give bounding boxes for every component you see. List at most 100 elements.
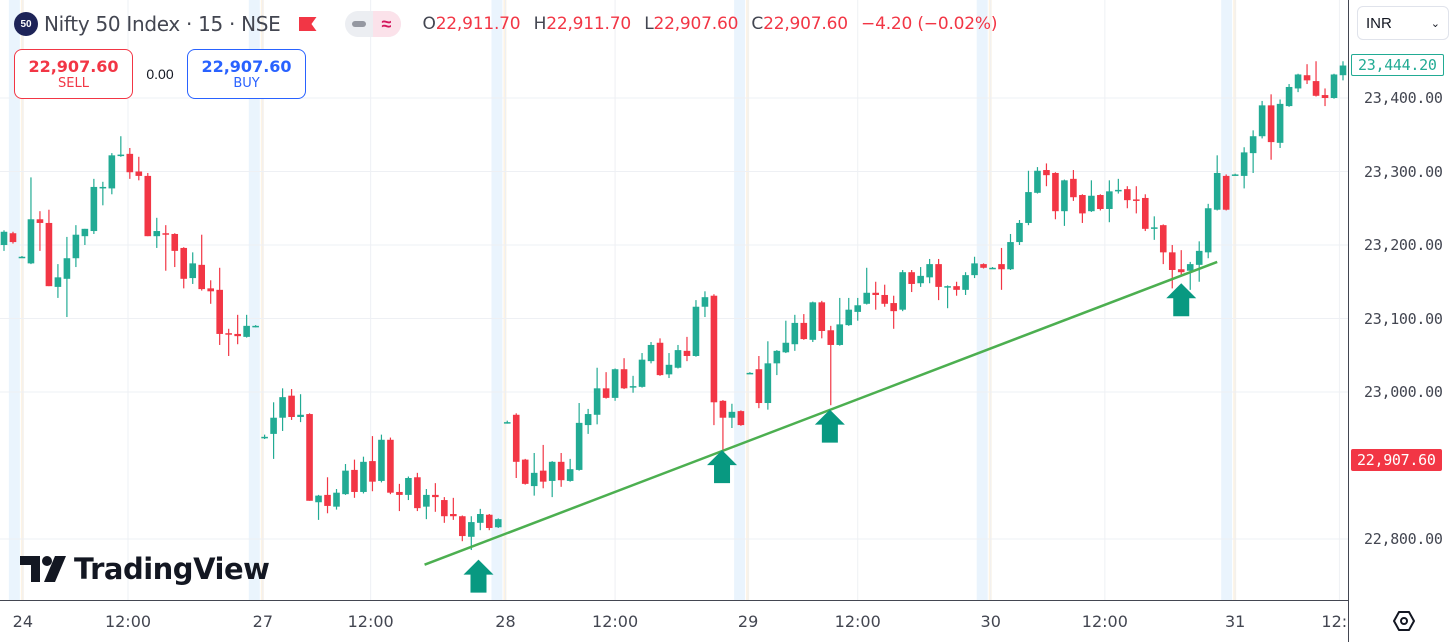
- candle-up: [611, 368, 619, 401]
- symbol-logo: 50: [14, 12, 38, 36]
- candle-body: [450, 514, 457, 517]
- candle-up: [1285, 84, 1293, 107]
- candle-body: [674, 350, 682, 368]
- candle-up: [584, 408, 592, 434]
- time-axis[interactable]: 24 12:00 27 12:00 28 12:00 29 12:00 30 12:00 31 12:…: [0, 600, 1357, 642]
- candle-up: [1106, 180, 1113, 223]
- candle-body: [566, 469, 574, 481]
- candle-body: [99, 186, 107, 189]
- candle-up: [1240, 147, 1248, 189]
- candle-body: [468, 522, 475, 537]
- time-tick-label: 12:00: [834, 612, 881, 631]
- candle-body: [1303, 75, 1311, 81]
- candle-up: [476, 508, 484, 531]
- price-tick-label: 22,800.00: [1364, 530, 1443, 548]
- candle-body: [683, 350, 691, 356]
- buy-button[interactable]: 22,907.60 BUY: [187, 49, 306, 99]
- candle-body: [1321, 95, 1329, 98]
- candle-up: [0, 230, 8, 251]
- price-tick-label: 23,000.00: [1364, 383, 1443, 401]
- indicator-toggle[interactable]: ≈: [344, 11, 401, 37]
- candle-body: [207, 288, 214, 292]
- low-label: L: [644, 14, 654, 34]
- candle-down: [935, 258, 942, 301]
- settings-icon[interactable]: [1391, 608, 1417, 634]
- currency-select[interactable]: INR ⌄: [1357, 6, 1449, 40]
- candle-body: [225, 333, 232, 335]
- candle-body: [1177, 269, 1185, 273]
- flag-icon[interactable]: [298, 17, 317, 31]
- candle-body: [971, 263, 978, 276]
- candle-body: [737, 411, 745, 426]
- candle-body: [1258, 105, 1266, 137]
- candle-body: [18, 256, 26, 259]
- candle-up: [261, 434, 268, 440]
- time-tick-label: 30: [980, 612, 1001, 631]
- candle-down: [135, 156, 143, 181]
- spread-value: 0.00: [146, 66, 174, 82]
- candle-up: [845, 297, 853, 326]
- candle-body: [1276, 103, 1284, 143]
- candle-up: [63, 236, 71, 318]
- candle-body: [414, 477, 421, 509]
- candle-body: [1150, 227, 1158, 229]
- candle-body: [521, 459, 529, 484]
- candle-up: [854, 297, 862, 321]
- candle-up: [701, 291, 709, 318]
- candle-body: [117, 154, 125, 157]
- candle-down: [216, 267, 223, 345]
- candle-up: [926, 258, 933, 284]
- candle-body: [998, 264, 1005, 270]
- price-axis[interactable]: INR ⌄ 23,444.20 22,907.60 23,400.00 23,30…: [1348, 0, 1456, 642]
- current-price-label: 22,907.60: [1351, 448, 1442, 471]
- candle-down: [872, 281, 879, 310]
- candle-body: [135, 171, 143, 176]
- session-band: [976, 0, 988, 600]
- candle-body: [72, 234, 80, 259]
- tradingview-logo[interactable]: TradingView: [20, 552, 270, 586]
- price-tick-label: 23,100.00: [1364, 309, 1443, 328]
- candle-down: [1222, 174, 1230, 211]
- candle-body: [476, 514, 484, 523]
- candle-body: [800, 322, 808, 340]
- candle-down: [1079, 194, 1086, 223]
- collapse-icon[interactable]: [345, 11, 373, 37]
- time-tick-label: 12:00: [347, 612, 394, 631]
- candle-up: [72, 225, 80, 268]
- candle-up: [405, 476, 412, 501]
- candle-up: [989, 267, 996, 270]
- candle-down: [126, 147, 134, 179]
- candle-body: [827, 330, 835, 345]
- candle-down: [953, 281, 960, 296]
- candle-body: [728, 411, 736, 418]
- open-value: 22,911.70: [435, 14, 521, 34]
- candle-body: [773, 350, 781, 364]
- candle-up: [90, 178, 98, 234]
- candle-up: [773, 350, 781, 376]
- candle-up: [27, 177, 35, 265]
- approx-icon[interactable]: ≈: [372, 11, 401, 37]
- candle-body: [665, 364, 673, 375]
- candle-up: [1016, 220, 1023, 245]
- price-chart[interactable]: [0, 0, 1348, 600]
- candle-down: [198, 234, 206, 291]
- time-tick-label: 12:00: [104, 612, 152, 631]
- symbol-title[interactable]: Nifty 50 Index · 15 · NSE: [44, 12, 281, 36]
- candle-body: [144, 175, 152, 237]
- candle-up: [423, 489, 430, 520]
- candle-body: [333, 492, 340, 507]
- candle-body: [162, 233, 170, 235]
- time-tick-label: 28: [495, 612, 516, 631]
- candle-body: [890, 303, 897, 312]
- candle-up: [1061, 179, 1068, 226]
- arrow-up-marker-icon: [814, 409, 845, 443]
- candle-down: [521, 458, 529, 485]
- candle-down: [620, 358, 628, 390]
- candle-up: [1258, 100, 1266, 139]
- drawings[interactable]: [424, 260, 1218, 593]
- candle-body: [342, 470, 349, 495]
- sell-button[interactable]: 22,907.60 SELL: [14, 49, 133, 99]
- candle-down: [800, 314, 808, 340]
- tradingview-logo-icon: [20, 556, 66, 582]
- candle-up: [18, 256, 26, 259]
